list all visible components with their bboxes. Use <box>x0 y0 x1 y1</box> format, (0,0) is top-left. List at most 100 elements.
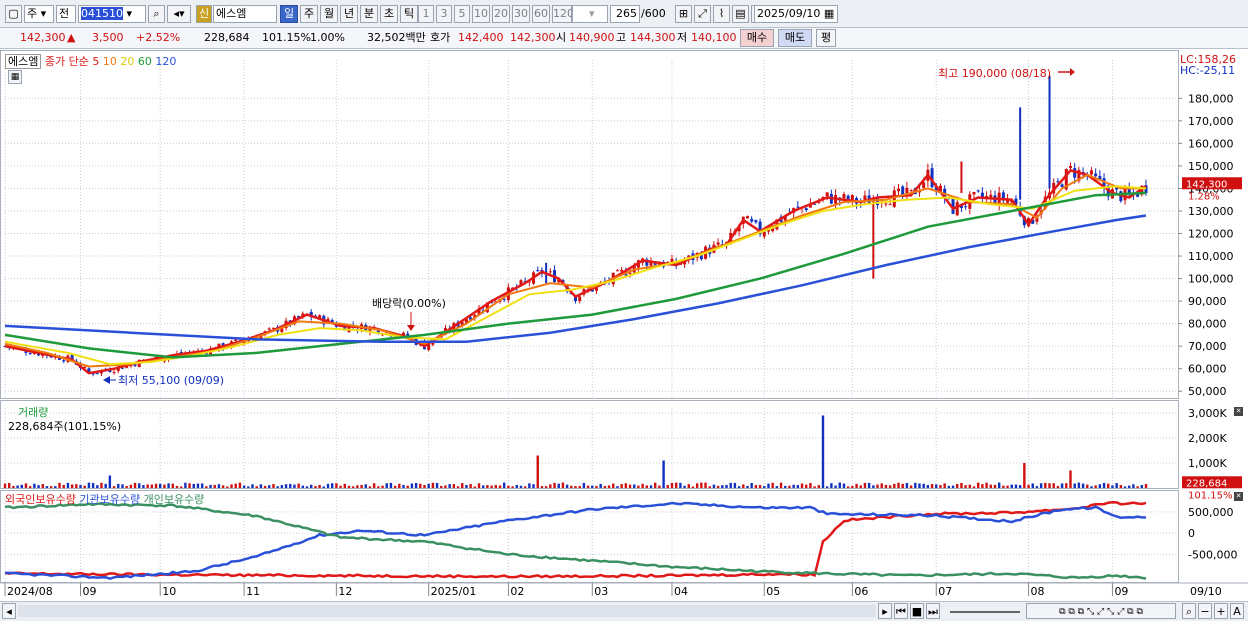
scroll-track[interactable] <box>18 605 876 617</box>
annotation-high-arrowhead <box>1070 68 1075 76</box>
search-icon[interactable]: ⌕ <box>148 5 165 23</box>
period-button[interactable]: 분 <box>360 5 378 23</box>
volume-bar <box>1090 486 1093 488</box>
volume-bar <box>523 486 527 488</box>
candle-body <box>242 341 246 344</box>
volume-bar <box>121 484 124 488</box>
volume-title: 거래량 <box>18 406 49 419</box>
period-button[interactable]: 초 <box>380 5 398 23</box>
volume-bar <box>960 482 963 488</box>
bottom-scrollbar[interactable]: ◂ ▸ ⏮ ■ ⏭ ⧉ ⧉ ⧉ ⤡ ⤢ ⤡ ⤢ ⧉ ⧉ ⌕ − + A <box>0 601 1248 621</box>
tick-button[interactable]: 120 <box>552 5 574 23</box>
volume-summary: 228,684주(101.15%) <box>8 420 122 433</box>
holding-panel-close-icon[interactable]: ✕ <box>1234 492 1243 501</box>
y-tick-label: 50,000 <box>1188 385 1227 398</box>
sell-button[interactable]: 매도 <box>778 29 812 47</box>
volume-bar <box>1123 486 1127 488</box>
chart-type-icon[interactable]: ⊞ <box>675 5 692 23</box>
quote-bar: 142,300 ▲ 3,500 +2.52% 228,684 101.15% 1… <box>0 28 1248 49</box>
chart-svg[interactable]: 2024/08 09 10 11 12 2025/01 02 03 04 05 06 07 08 09 09… <box>0 50 1248 601</box>
candle-body <box>804 208 808 211</box>
volume-bar <box>721 485 724 488</box>
turnover-pct: 1.00% <box>310 31 345 44</box>
play-last-icon[interactable]: ⏭ <box>926 603 940 619</box>
volume-bar <box>784 485 787 488</box>
minus-icon[interactable]: − <box>1198 603 1212 619</box>
zoom-icon[interactable]: ⤢ <box>694 5 711 23</box>
save-icon[interactable]: ▤ <box>732 5 749 23</box>
volume-bar <box>335 483 338 488</box>
high-label: 고 <box>616 31 627 44</box>
avg-button[interactable]: 평 <box>816 29 836 47</box>
layout-icon[interactable]: ▢ <box>5 5 22 23</box>
volume-bar <box>49 486 53 488</box>
scroll-right-icon[interactable]: ▸ <box>878 603 892 619</box>
trade-amount: 32,502백만 <box>367 31 426 44</box>
volume-bar <box>662 460 665 488</box>
tick-button[interactable]: 5 <box>454 5 470 23</box>
tools-icon[interactable]: ⧉ ⧉ ⧉ ⤡ ⤢ ⤡ ⤢ ⧉ ⧉ <box>1026 603 1176 619</box>
period-button[interactable]: 일 <box>280 5 298 23</box>
volume-bar <box>679 482 682 488</box>
stock-code-input[interactable]: 041510 ▾ <box>78 5 146 23</box>
volume-panel-close-icon[interactable]: ✕ <box>1234 407 1243 416</box>
tool-icon[interactable]: ⌇ <box>713 5 730 23</box>
speaker-icon[interactable]: ◂▾ <box>167 5 191 23</box>
hc-label: HC:-25,11 <box>1180 64 1236 77</box>
stop-icon[interactable]: ■ <box>910 603 924 619</box>
period-button[interactable]: 년 <box>340 5 358 23</box>
font-icon[interactable]: A <box>1230 603 1244 619</box>
tick-button[interactable]: 10 <box>472 5 490 23</box>
date-input[interactable]: 2025/09/10 ▦ <box>754 5 838 23</box>
scroll-left-icon[interactable]: ◂ <box>2 603 16 619</box>
tick-button[interactable]: 3 <box>436 5 452 23</box>
high-price: 144,300 <box>630 31 676 44</box>
zoom-slider[interactable] <box>950 611 1020 613</box>
volume-bar <box>318 485 321 488</box>
volume-bar <box>482 485 485 488</box>
period-button[interactable]: 틱 <box>400 5 418 23</box>
period-button[interactable]: 월 <box>320 5 338 23</box>
candle-body <box>964 206 968 208</box>
zoom-out-icon[interactable]: ⌕ <box>1182 603 1196 619</box>
volume-bar <box>683 485 686 488</box>
volume-bar <box>855 483 858 488</box>
candle-body <box>1035 216 1039 222</box>
bid-label: 호가 <box>430 31 451 44</box>
period-button[interactable]: 주 <box>300 5 318 23</box>
volume-bar <box>951 485 955 488</box>
volume-bar <box>410 483 414 488</box>
volume-bar <box>909 485 913 488</box>
volume-bar <box>12 486 15 488</box>
tick-button[interactable]: 30 <box>512 5 530 23</box>
tick-custom-select[interactable]: ▾ <box>572 5 608 23</box>
volume-bar <box>385 483 388 488</box>
tick-button[interactable]: 20 <box>492 5 510 23</box>
volume-bar <box>1065 483 1068 488</box>
count-input[interactable]: 265 <box>610 5 640 23</box>
volume-bar <box>502 482 506 488</box>
ask-price: 142,300 <box>510 31 556 44</box>
code-type-select[interactable]: 주 ▾ <box>24 5 54 23</box>
grid-icon[interactable]: ▦ <box>8 70 22 84</box>
candle-body <box>62 360 66 362</box>
volume-bar <box>263 485 267 488</box>
volume-bar <box>595 485 598 488</box>
volume-bar <box>368 486 372 488</box>
tick-button[interactable]: 60 <box>532 5 550 23</box>
x-tick-label: 04 <box>674 585 688 598</box>
candle-body <box>716 242 720 245</box>
volume-bar <box>268 485 271 488</box>
volume-bar <box>901 483 904 488</box>
stock-name-field[interactable]: 에스엠 <box>213 5 277 23</box>
buy-button[interactable]: 매수 <box>740 29 774 47</box>
chart-area[interactable]: 2024/08 09 10 11 12 2025/01 02 03 04 05 06 07 08 09 09… <box>0 50 1248 601</box>
volume-bar <box>465 485 468 488</box>
candle-body <box>1115 187 1119 190</box>
volume-bar <box>188 483 191 488</box>
current-price: 142,300 <box>20 31 66 44</box>
tick-button[interactable]: 1 <box>418 5 434 23</box>
plus-icon[interactable]: + <box>1214 603 1228 619</box>
play-first-icon[interactable]: ⏮ <box>894 603 908 619</box>
prev-select[interactable]: 전 <box>56 5 76 23</box>
